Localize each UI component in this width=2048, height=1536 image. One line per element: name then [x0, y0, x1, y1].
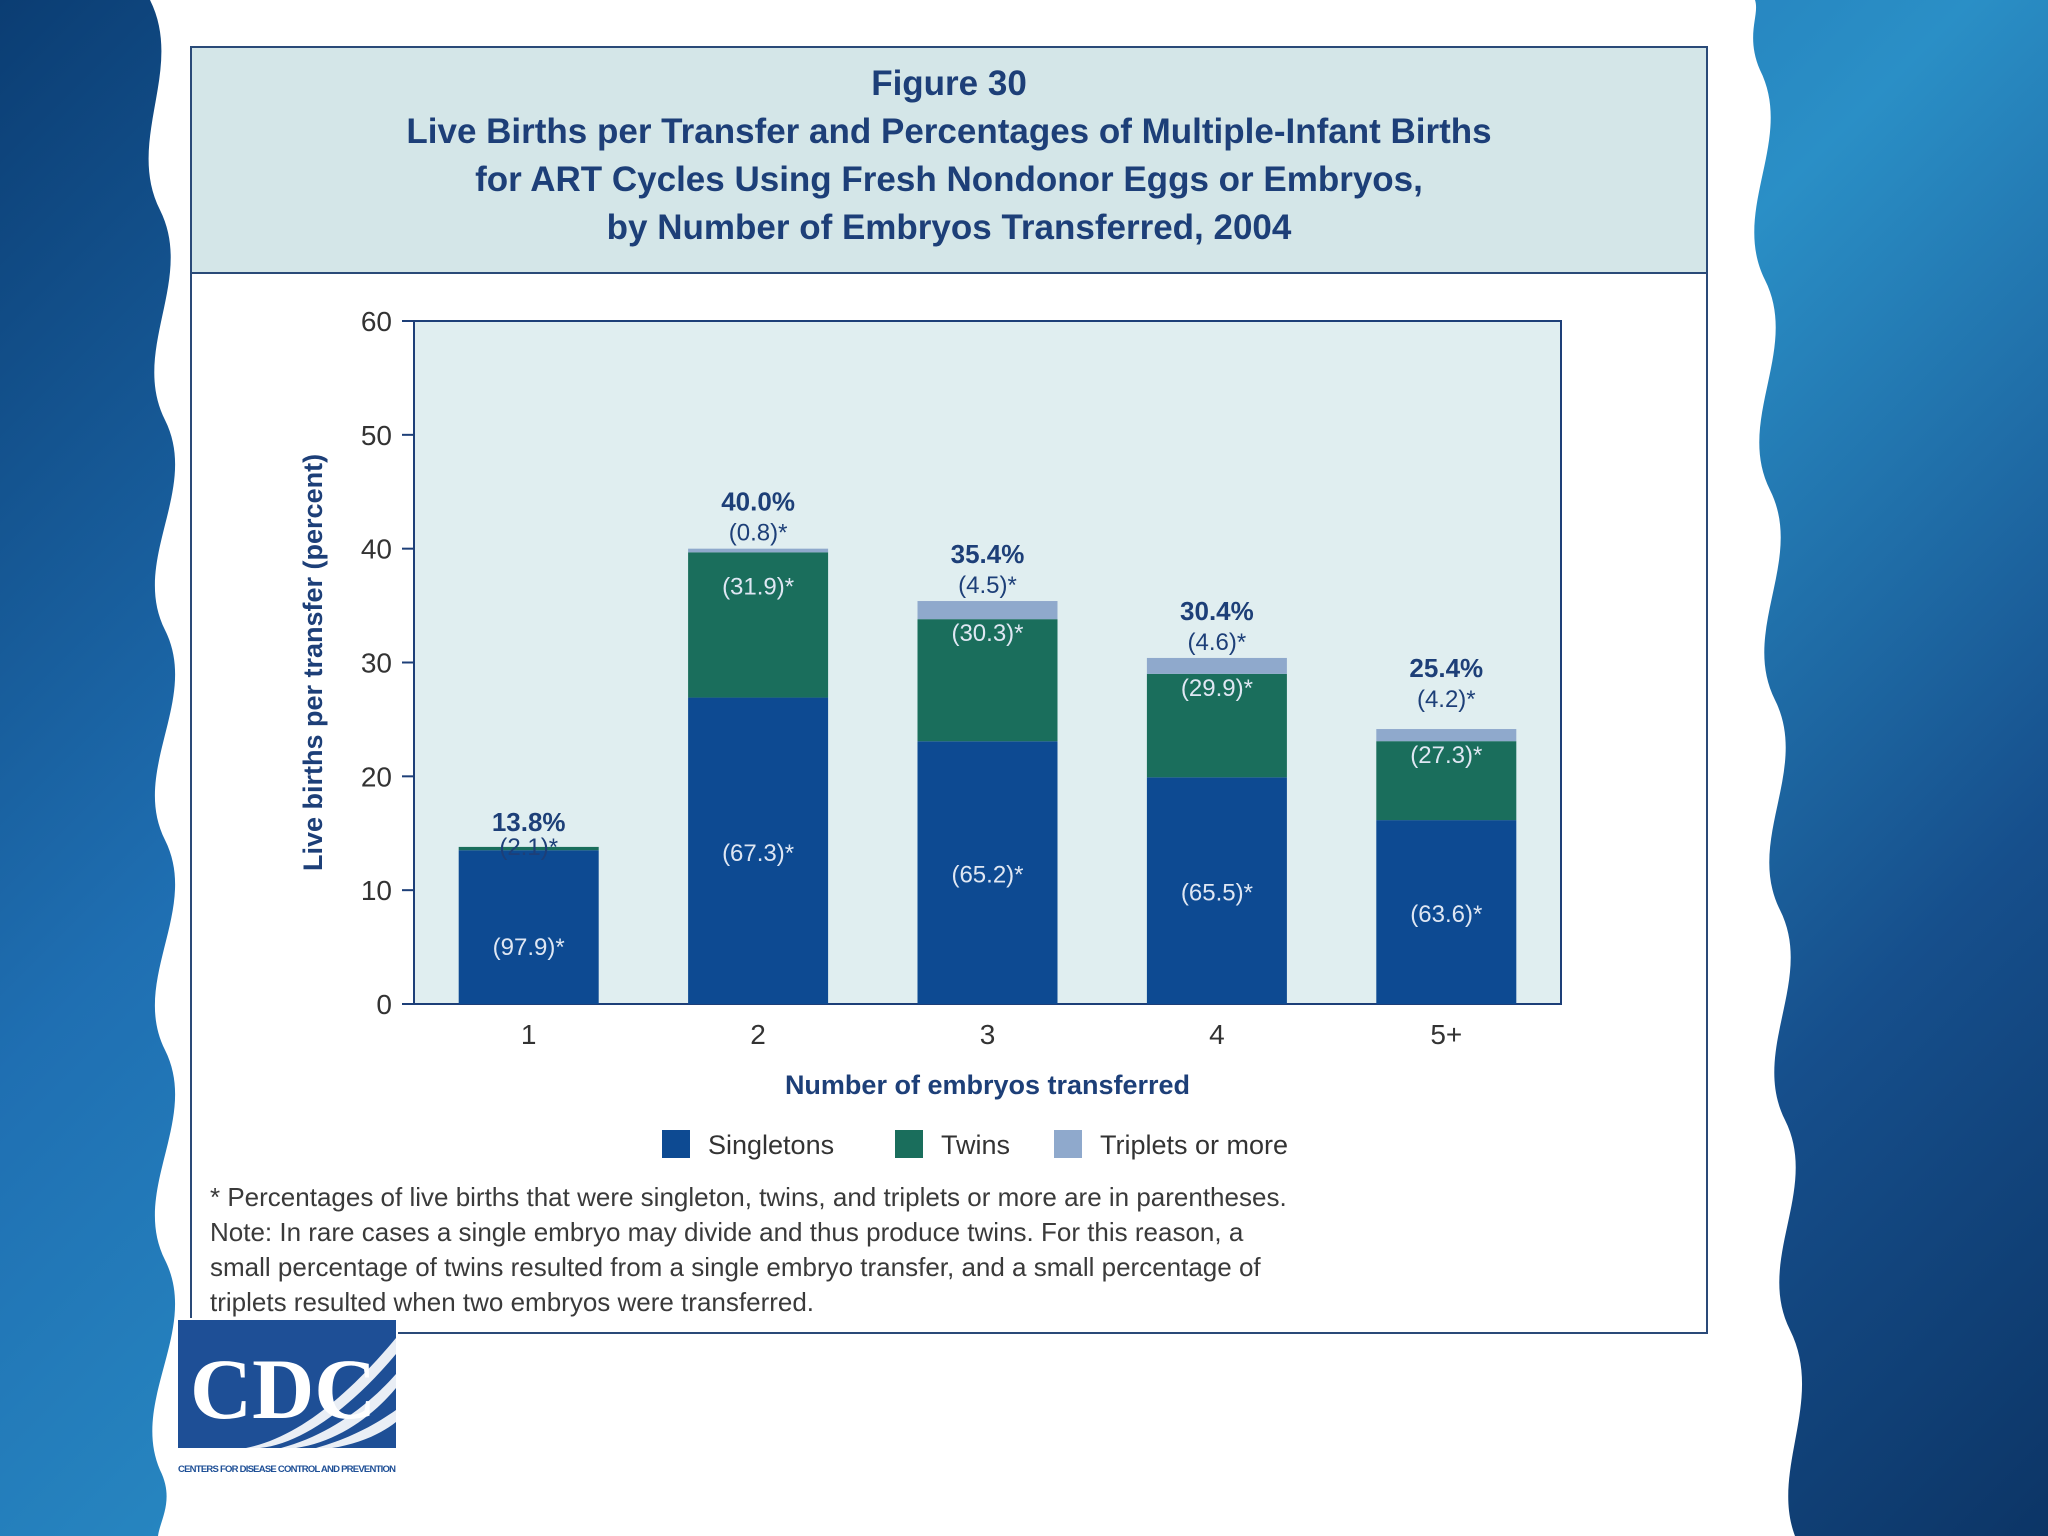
y-axis-label: Live births per transfer (percent) — [298, 454, 328, 871]
segment-label: (65.2)* — [951, 862, 1023, 889]
segment-label: (4.2)* — [1417, 686, 1476, 713]
logo-text: CDC — [190, 1341, 376, 1437]
footnote-line: Note: In rare cases a single embryo may … — [210, 1217, 1244, 1247]
x-axis-label: Number of embryos transferred — [785, 1070, 1190, 1100]
bar-segment-twins — [1376, 741, 1517, 821]
figure-title-line-3: by Number of Embryos Transferred, 2004 — [606, 208, 1292, 247]
footnote: * Percentages of live births that were s… — [210, 1180, 1650, 1320]
total-label: 30.4% — [1180, 596, 1254, 626]
cdc-logo: CDC CENTERS FOR DISEASE CONTROL AND PREV… — [176, 1318, 398, 1475]
x-tick-label: 4 — [1209, 1019, 1225, 1050]
bar-segment-triplets-or-more — [1376, 729, 1517, 742]
total-label: 40.0% — [721, 487, 795, 517]
legend-swatch — [662, 1130, 690, 1158]
y-tick-label: 30 — [361, 648, 392, 679]
bar-segment-singletons — [1146, 777, 1287, 1004]
segment-label: (0.8)* — [729, 520, 788, 547]
x-tick-label: 2 — [750, 1019, 766, 1050]
figure-frame: Figure 30 Live Births per Transfer and P… — [190, 46, 1708, 1334]
bar-segment-twins — [688, 552, 829, 698]
x-tick-label: 1 — [521, 1019, 537, 1050]
segment-label: (30.3)* — [951, 620, 1023, 647]
legend-swatch — [895, 1130, 923, 1158]
bar-chart: 0 10 20 30 40 50 60 Live births per transfer (p… — [298, 306, 1562, 1160]
logo-swoosh — [281, 1374, 396, 1448]
legend-label: Singletons — [708, 1130, 834, 1160]
bar-segment-twins — [1146, 673, 1287, 778]
logo-subtitle: CENTERS FOR DISEASE CONTROL AND PREVENTI… — [178, 1464, 396, 1475]
y-tick-label: 60 — [361, 306, 392, 337]
segment-label: (4.6)* — [1188, 629, 1247, 656]
legend-label: Triplets or more — [1100, 1130, 1288, 1160]
footnote-line: small percentage of twins resulted from … — [210, 1252, 1261, 1282]
y-tick-label: 50 — [361, 420, 392, 451]
x-tick-label: 3 — [980, 1019, 996, 1050]
segment-label: (31.9)* — [722, 573, 794, 600]
total-label: 25.4% — [1409, 653, 1483, 683]
segment-label: (67.3)* — [722, 840, 794, 867]
segment-label: (2.1)* — [499, 834, 558, 861]
segment-label: (97.9)* — [493, 934, 565, 961]
figure-number: Figure 30 — [871, 64, 1027, 103]
bar-segment-singletons — [1376, 820, 1517, 1004]
total-label: 35.4% — [951, 539, 1025, 569]
bar-segment-singletons — [688, 697, 829, 1004]
y-tick-label: 40 — [361, 534, 392, 565]
total-label: 13.8% — [492, 807, 566, 837]
y-tick-label: 20 — [361, 761, 392, 792]
segment-label: (29.9)* — [1181, 675, 1253, 702]
segment-label: (65.5)* — [1181, 880, 1253, 907]
bar-segment-triplets-or-more — [1146, 657, 1287, 674]
bar-segment-singletons — [917, 741, 1058, 1004]
figure-title-line-1: Live Births per Transfer and Percentages… — [406, 112, 1492, 151]
logo-swoosh — [316, 1410, 396, 1448]
y-tick-label: 0 — [376, 989, 392, 1020]
y-tick-label: 10 — [361, 875, 392, 906]
figure-title-box: Figure 30 Live Births per Transfer and P… — [192, 48, 1706, 274]
legend-label: Twins — [941, 1130, 1010, 1160]
bar-segment-singletons — [458, 850, 599, 1004]
bar-segment-triplets-or-more — [688, 548, 829, 553]
bar-segment-twins — [458, 846, 599, 851]
footnote-line: * Percentages of live births that were s… — [210, 1182, 1287, 1212]
legend-swatch — [1054, 1130, 1082, 1158]
segment-label: (4.5)* — [958, 572, 1017, 599]
segment-label: (63.6)* — [1410, 901, 1482, 928]
x-tick-label: 5+ — [1430, 1019, 1462, 1050]
footnote-line: triplets resulted when two embryos were … — [210, 1287, 815, 1317]
bar-segment-triplets-or-more — [917, 601, 1058, 620]
bar-segment-twins — [917, 619, 1058, 742]
segment-label: (27.3)* — [1410, 742, 1482, 769]
figure-title-line-2: for ART Cycles Using Fresh Nondonor Eggs… — [475, 160, 1423, 199]
